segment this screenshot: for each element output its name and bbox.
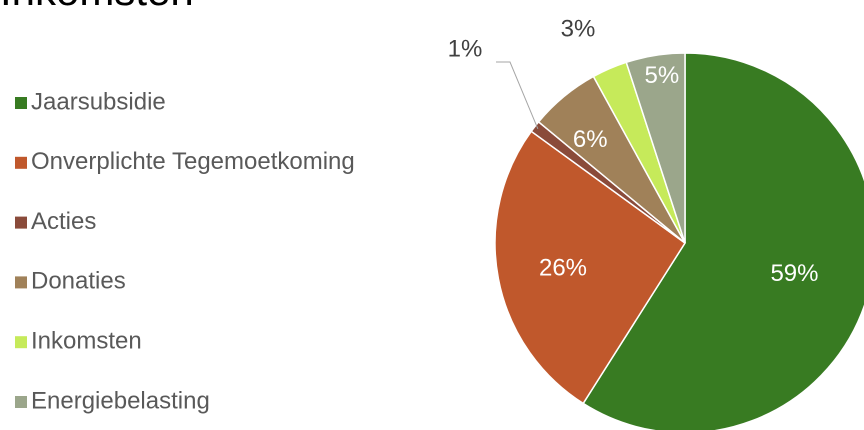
data-label: 59% — [770, 260, 818, 287]
data-label: 1% — [448, 35, 483, 62]
legend-swatch — [15, 276, 27, 289]
pie-slice — [582, 52, 864, 430]
data-label: 6% — [573, 126, 608, 153]
legend-label: Jaarsubsidie — [31, 88, 166, 115]
chart-title: Inkomsten — [0, 0, 194, 14]
legend-label: Acties — [31, 208, 96, 235]
data-label: 5% — [644, 62, 679, 89]
pie-slice — [494, 130, 687, 405]
legend-swatch — [15, 396, 27, 408]
legend-swatch — [15, 216, 27, 229]
data-label: 3% — [561, 15, 596, 42]
legend-label: Donaties — [31, 268, 126, 295]
legend-swatch — [15, 156, 27, 169]
data-label: 26% — [539, 255, 587, 282]
pie-slice — [625, 52, 686, 244]
legend-label: Inkomsten — [31, 328, 142, 355]
leader-line — [496, 61, 539, 130]
legend-swatch — [15, 97, 27, 109]
legend-label: Energiebelasting — [31, 387, 210, 414]
legend-label: Onverplichte Tegemoetkoming — [31, 148, 355, 175]
legend-swatch — [15, 336, 27, 349]
